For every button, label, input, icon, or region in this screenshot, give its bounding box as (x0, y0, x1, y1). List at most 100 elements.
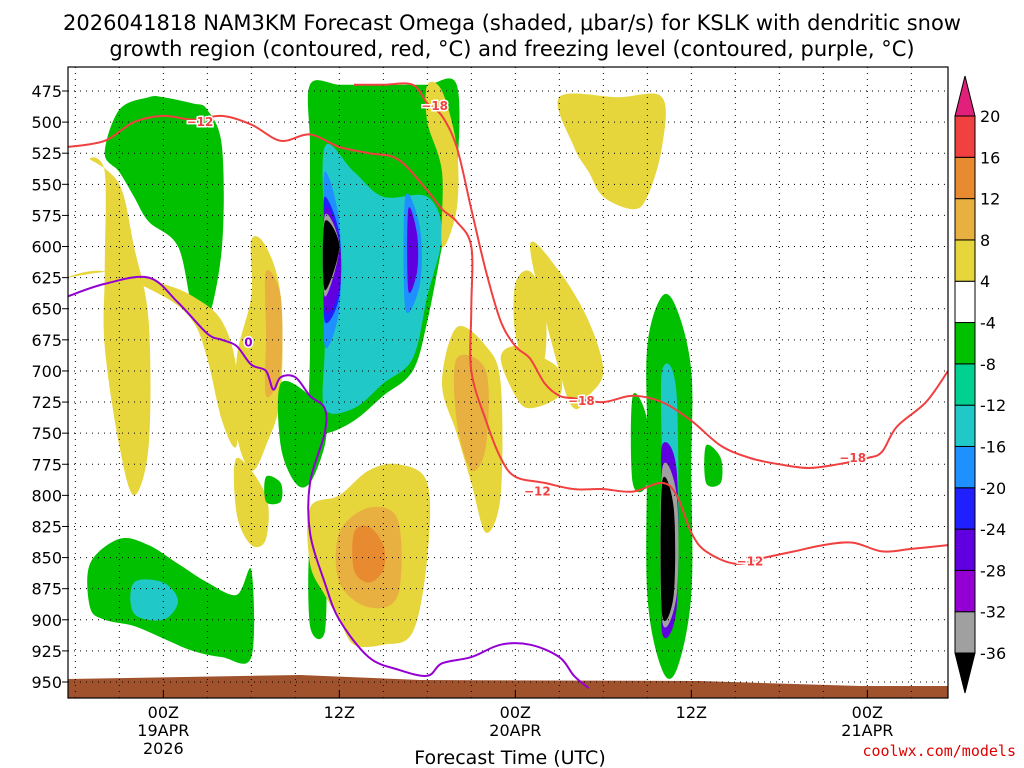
y-tick-label: 825 (31, 517, 62, 536)
colorbar-max-arrow (954, 75, 976, 117)
omega-region-30 (630, 393, 650, 493)
colorbar-swatch (954, 404, 976, 447)
y-tick-label: 950 (31, 673, 62, 692)
colorbar-tick-label: -28 (980, 561, 1006, 580)
colorbar-tick-label: -4 (980, 314, 996, 333)
chart-title-line-1: 2026041818 NAM3KM Forecast Omega (shaded… (63, 11, 961, 35)
colorbar-tick-label: -12 (980, 396, 1006, 415)
colorbar-tick-label: 16 (980, 148, 1000, 167)
x-tick-label: 00Z (148, 703, 179, 722)
colorbar-tick-label: 12 (980, 190, 1000, 209)
y-tick-label: 575 (31, 206, 62, 225)
y-tick-label: 850 (31, 549, 62, 568)
colorbar-swatch (954, 156, 976, 200)
colorbar-tick-label: -20 (980, 479, 1006, 498)
credit-text[interactable]: coolwx.com/models (862, 742, 1016, 760)
chart-title-line-2: growth region (contoured, red, °C) and f… (109, 37, 914, 61)
dendritic-growth-contours: −12 −12 −12 −18 −18 −18 (68, 82, 948, 570)
y-tick-label: 925 (31, 642, 62, 661)
omega-region-7 (233, 457, 269, 548)
y-tick-label: 700 (31, 362, 62, 381)
y-tick-label: 650 (31, 300, 62, 319)
red-contour-line (68, 114, 948, 565)
x-axis-label: Forecast Time (UTC) (414, 747, 605, 768)
colorbar-legend: 20 16 12 8 4 -4 -8 -12 -16 -20 -24 -28 -32 -36 (954, 75, 1006, 694)
y-tick-label: 550 (31, 175, 62, 194)
omega-region-28 (530, 241, 604, 410)
plot-area: −12 −12 −12 −18 −18 −18 0 (67, 66, 949, 699)
freezing-level-label: 0 (244, 335, 252, 349)
x-tick-label: 19APR (137, 721, 189, 740)
omega-region-6 (264, 269, 283, 398)
colorbar-swatch (954, 528, 976, 571)
omega-region-35 (660, 476, 676, 622)
omega-region-13 (352, 525, 386, 583)
colorbar-swatch (954, 487, 976, 530)
y-tick-label: 625 (31, 269, 62, 288)
colorbar-swatch (954, 280, 976, 324)
y-tick-label: 525 (31, 144, 62, 163)
red-contour-label: −12 (737, 554, 764, 568)
x-tick-label: 21APR (841, 721, 893, 740)
colorbar-tick-label: -8 (980, 355, 996, 374)
colorbar-swatch (954, 198, 976, 241)
ground-terrain (68, 675, 948, 698)
y-tick-label: 800 (31, 486, 62, 505)
red-contour-line (353, 82, 948, 470)
red-contour-label: −18 (421, 99, 448, 113)
y-axis-pressure: 475 500 525 550 575 600 625 650 675 700 725 750 775 8… (31, 82, 68, 692)
colorbar-swatch (954, 239, 976, 282)
omega-region-1 (89, 157, 151, 496)
omega-region-4 (130, 579, 178, 621)
omega-region-22 (407, 207, 419, 294)
y-tick-label: 500 (31, 113, 62, 132)
colorbar-tick-label: -24 (980, 520, 1006, 539)
red-contour-label: −18 (839, 451, 866, 465)
x-tick-label: 00Z (500, 703, 531, 722)
x-tick-label: 2026 (143, 739, 184, 758)
red-contour-label: −18 (568, 394, 595, 408)
freezing-level-contours: 0 (68, 275, 590, 689)
colorbar-swatch (954, 611, 976, 654)
omega-shading (68, 78, 948, 679)
red-contour-label: −12 (187, 115, 214, 129)
colorbar-tick-label: -36 (980, 644, 1006, 663)
x-tick-label: 00Z (852, 703, 883, 722)
red-contour-label: −12 (524, 485, 551, 499)
y-tick-label: 675 (31, 331, 62, 350)
y-tick-label: 725 (31, 393, 62, 412)
omega-region-26 (500, 346, 563, 409)
omega-region-2 (68, 270, 239, 448)
omega-region-27 (513, 270, 547, 373)
omega-region-25 (453, 354, 489, 472)
y-tick-label: 600 (31, 238, 62, 257)
ground-strip (68, 675, 948, 698)
y-tick-label: 750 (31, 424, 62, 443)
colorbar-swatch (954, 322, 976, 365)
colorbar-tick-label: -32 (980, 603, 1006, 622)
x-tick-label: 12Z (324, 703, 355, 722)
x-tick-label: 20APR (489, 721, 541, 740)
colorbar-swatch (954, 569, 976, 613)
colorbar-tick-label: 20 (980, 107, 1000, 126)
y-tick-label: 475 (31, 82, 62, 101)
colorbar-swatch (954, 363, 976, 406)
colorbar-tick-label: 8 (980, 231, 990, 250)
plot-frame (67, 66, 949, 699)
y-tick-label: 875 (31, 580, 62, 599)
y-tick-label: 900 (31, 611, 62, 630)
freezing-level-line (68, 275, 590, 689)
omega-region-9 (264, 475, 283, 505)
colorbar-swatch (954, 445, 976, 489)
omega-region-36 (704, 444, 723, 487)
omega-region-20 (322, 220, 340, 291)
x-tick-label: 12Z (676, 703, 707, 722)
y-tick-label: 775 (31, 455, 62, 474)
omega-region-23 (425, 81, 459, 248)
colorbar-tick-label: -16 (980, 437, 1006, 456)
colorbar-swatch (954, 115, 976, 158)
colorbar-tick-label: 4 (980, 272, 990, 291)
colorbar-min-arrow (954, 652, 976, 694)
